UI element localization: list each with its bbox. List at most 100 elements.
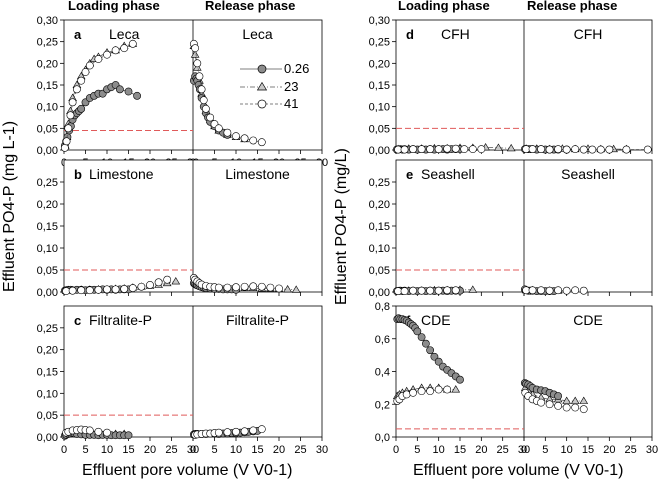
x-tick-label: 0 xyxy=(521,444,527,456)
data-point-41 xyxy=(596,145,605,154)
y-axis-title-left: Effluent PO4-P (mg L-1) xyxy=(1,121,18,292)
data-point-41 xyxy=(249,282,258,291)
data-point-41 xyxy=(240,134,249,143)
data-point-41 xyxy=(571,286,580,295)
x-tick-label: 0 xyxy=(393,444,399,456)
data-point-23 xyxy=(451,385,461,393)
legend-label-41: 41 xyxy=(284,96,298,111)
panel-b: 0,00 0,05 0,10 0,15 0,20 0,25 b Limestone Limest… xyxy=(37,159,323,299)
data-point-41 xyxy=(417,145,426,154)
data-point-41 xyxy=(622,145,631,154)
data-point-41 xyxy=(588,145,597,154)
legend-label-23: 23 xyxy=(284,79,298,94)
data-point-41 xyxy=(554,286,563,295)
panel-title-loading: Seashell xyxy=(421,166,475,182)
y-tick-label: 0,10 xyxy=(37,102,58,114)
data-point-41 xyxy=(191,44,200,53)
data-point-026 xyxy=(434,357,443,366)
y-tick-label: 0,10 xyxy=(369,102,390,114)
x-tick-label: 5 xyxy=(82,444,88,456)
y-tick-label: 0,00 xyxy=(37,432,58,444)
panel-letter: c xyxy=(74,313,81,328)
data-point-41 xyxy=(214,124,223,133)
data-point-41 xyxy=(214,428,223,437)
data-point-41 xyxy=(68,98,77,107)
data-point-026 xyxy=(413,327,422,336)
data-point-41 xyxy=(197,85,206,94)
phase-label-loading-left: Loading phase xyxy=(68,0,160,13)
data-point-41 xyxy=(120,285,129,293)
data-point-41 xyxy=(146,281,154,289)
data-point-026 xyxy=(554,392,563,400)
y-tick-label: 0,20 xyxy=(369,199,390,211)
data-point-41 xyxy=(417,286,426,295)
data-point-41 xyxy=(400,145,409,154)
data-point-41 xyxy=(103,50,111,59)
data-point-41 xyxy=(154,278,163,287)
y-tick-label: 0,00 xyxy=(369,145,390,157)
data-point-23 xyxy=(283,284,292,293)
panel-title-release: CDE xyxy=(573,312,603,328)
y-tick-label: 0,20 xyxy=(369,58,390,70)
panel-title-release: Leca xyxy=(242,26,273,42)
y-tick-label: 0,30 xyxy=(369,15,390,27)
data-point-41 xyxy=(257,138,266,147)
data-point-41 xyxy=(528,286,537,295)
x-tick-label: 20 xyxy=(144,444,156,456)
panel-letter: a xyxy=(74,27,82,42)
x-tick-label: 5 xyxy=(542,444,548,456)
data-point-41 xyxy=(195,72,204,81)
data-point-41 xyxy=(545,145,554,154)
y-tick-label: 0,25 xyxy=(37,177,58,189)
x-tick-label: 30 xyxy=(646,444,658,456)
x-tick-label: 10 xyxy=(230,444,242,456)
data-point-23 xyxy=(291,285,301,293)
data-point-41 xyxy=(257,425,266,434)
data-point-41 xyxy=(409,286,417,295)
data-point-026 xyxy=(124,431,133,440)
x-tick-label: 30 xyxy=(187,444,199,456)
data-point-41 xyxy=(128,284,137,292)
panel-letter: e xyxy=(406,167,413,182)
data-point-41 xyxy=(249,136,258,145)
y-tick-label: 0,8 xyxy=(375,301,390,313)
x-tick-label: 0 xyxy=(61,444,67,456)
x-tick-label: 20 xyxy=(603,444,615,456)
x-tick-label: 10 xyxy=(561,444,573,456)
data-point-41 xyxy=(232,427,240,436)
x-tick-label: 15 xyxy=(122,444,134,456)
data-point-41 xyxy=(562,286,571,295)
y-tick-label: 0,6 xyxy=(375,334,390,346)
data-point-41 xyxy=(249,426,258,435)
data-point-41 xyxy=(643,145,652,154)
data-point-026 xyxy=(456,375,464,384)
data-point-41 xyxy=(85,426,94,435)
data-point-41 xyxy=(60,143,69,152)
y-tick-label: 0,00 xyxy=(37,287,58,299)
data-point-026 xyxy=(133,91,141,100)
data-point-41 xyxy=(73,85,81,94)
data-point-41 xyxy=(223,428,232,437)
data-point-41 xyxy=(94,285,103,294)
data-point-41 xyxy=(554,401,563,410)
data-point-41 xyxy=(257,282,266,291)
data-point-41 xyxy=(214,283,223,292)
x-tick-label: 5 xyxy=(414,444,420,456)
data-point-41 xyxy=(193,59,202,68)
data-point-41 xyxy=(451,144,460,153)
data-point-41 xyxy=(562,403,571,412)
data-point-41 xyxy=(111,46,120,55)
data-point-41 xyxy=(120,44,129,53)
data-point-41 xyxy=(537,145,545,154)
x-tick-label: 30 xyxy=(316,444,328,456)
data-point-41 xyxy=(537,398,545,407)
data-point-41 xyxy=(400,287,409,296)
data-point-41 xyxy=(426,387,435,396)
y-tick-label: 0,15 xyxy=(37,367,58,379)
data-point-41 xyxy=(66,111,75,120)
panel-title-release: Seashell xyxy=(561,166,615,182)
panel-letter: b xyxy=(74,167,82,182)
legend-marker-41 xyxy=(257,99,267,109)
panel-f: 0,00,20,40,60,8051015202530051015202530f… xyxy=(375,301,658,456)
